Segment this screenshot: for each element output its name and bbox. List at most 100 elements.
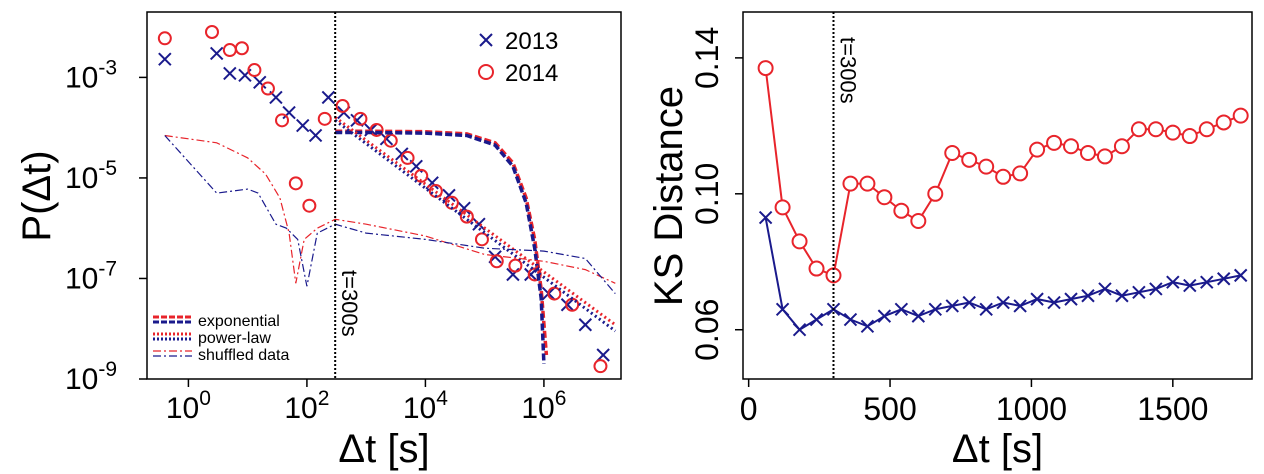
right-point-2014 [910, 212, 927, 229]
left-point-2013 [596, 348, 610, 362]
left-point-2014 [157, 31, 172, 46]
right-point-2013 [996, 295, 1010, 310]
left-x-tick-label: 102 [284, 387, 329, 425]
right-point-2013 [911, 309, 926, 323]
left-point-2014 [317, 111, 332, 126]
right-point-2014 [1232, 107, 1249, 124]
left-point-2013 [578, 318, 593, 332]
left-legend-years: 2013 2014 [478, 28, 558, 87]
right-point-2013 [1081, 289, 1095, 303]
left-y-tick-label: 10-3 [65, 56, 117, 94]
right-point-2014 [1215, 114, 1232, 131]
left-point-2014 [489, 254, 504, 269]
right-point-2014 [893, 202, 910, 219]
right-point-2014 [944, 145, 961, 162]
right-point-2014 [876, 189, 893, 206]
left-point-2014 [353, 111, 368, 126]
right-point-2014 [1079, 145, 1096, 162]
left-point-2013 [321, 90, 336, 105]
left-point-2014 [508, 258, 523, 273]
right-point-2014 [1046, 134, 1063, 151]
right-point-2013 [1132, 285, 1146, 300]
right-point-2013 [843, 312, 858, 327]
right-y-tick-label: 0.06 [689, 299, 725, 361]
left-plot-series [157, 25, 617, 374]
left-panel: 100 102 104 106 10-9 10-7 10-5 10-3 t=300s 2013… [15, 11, 622, 471]
right-point-2014 [1181, 128, 1198, 145]
left-line-exponential-fit-2014 [335, 129, 549, 356]
right-point-2014 [757, 60, 774, 77]
right-y-tick-label: 0.10 [689, 163, 725, 225]
right-x-tick-label: 1000 [996, 391, 1067, 427]
right-point-2013 [758, 210, 773, 225]
right-point-2014 [1147, 121, 1164, 138]
right-point-2013 [1047, 295, 1061, 310]
right-point-2013 [1217, 272, 1231, 286]
legend-label-dashdot: shuffled data [198, 347, 289, 364]
right-point-2014 [1130, 121, 1147, 138]
left-point-2014 [414, 168, 429, 183]
left-axis-ticks: 100 102 104 106 10-9 10-7 10-5 10-3 [65, 56, 566, 425]
left-point-2013 [296, 118, 310, 133]
left-point-2014 [335, 98, 350, 113]
right-point-2014 [1198, 121, 1215, 138]
right-axis-ticks: 0 500 1000 1500 0.06 0.10 0.14 [689, 27, 1208, 427]
left-point-2014 [204, 25, 219, 40]
left-y-tick-label: 10-7 [65, 257, 117, 295]
left-point-2013 [253, 75, 267, 89]
legend-label-dashed: exponential [198, 313, 280, 330]
right-point-2013 [1115, 289, 1129, 303]
left-point-2013 [282, 105, 296, 120]
right-point-2013 [877, 309, 892, 323]
left-point-2013 [472, 217, 486, 231]
left-y-tick-label: 10-9 [65, 358, 117, 396]
left-y-axis-label: P(Δt) [15, 150, 59, 241]
left-point-2014 [222, 43, 237, 58]
left-threshold-label: t=300s [337, 270, 362, 337]
legend-label-2014: 2014 [505, 60, 558, 87]
right-plot-series [757, 60, 1249, 337]
left-point-2013 [560, 298, 575, 312]
left-point-2014 [547, 286, 562, 301]
left-point-2013 [308, 128, 323, 143]
right-point-2014 [1113, 138, 1130, 155]
left-point-2014 [400, 150, 415, 165]
left-point-2014 [234, 41, 249, 56]
right-point-2013 [1166, 275, 1180, 289]
right-point-2014 [859, 175, 876, 192]
left-x-tick-label: 100 [166, 387, 211, 425]
right-panel: 0 500 1000 1500 0.06 0.10 0.14 t=300s Δt [s] K… [647, 11, 1253, 471]
right-y-tick-label: 0.14 [689, 27, 725, 89]
right-point-2013 [894, 302, 909, 317]
right-point-2013 [945, 299, 959, 313]
right-point-2013 [1149, 282, 1163, 296]
left-point-2014 [260, 81, 275, 96]
right-x-tick-label: 500 [863, 391, 916, 427]
left-point-2014 [302, 198, 317, 213]
left-line-power-law-fit-2014 [334, 116, 617, 327]
right-point-2014 [927, 185, 944, 202]
right-point-2014 [1164, 124, 1181, 141]
left-point-2014 [383, 133, 398, 148]
right-point-2013 [775, 302, 790, 317]
left-x-axis-label: Δt [s] [338, 427, 429, 471]
left-point-2014 [459, 209, 474, 224]
right-point-2014 [842, 175, 859, 192]
right-point-2013 [1200, 275, 1214, 289]
legend-label-dotted: power-law [198, 330, 271, 347]
right-point-2014 [961, 151, 978, 168]
left-line-shuffled-data-2013 [164, 135, 616, 294]
right-point-2013 [962, 295, 976, 310]
left-y-tick-label: 10-5 [65, 157, 117, 195]
right-point-2013 [1233, 268, 1248, 283]
right-point-2014 [1012, 165, 1029, 182]
right-point-2013 [1030, 292, 1044, 306]
right-plot-frame [742, 11, 1253, 380]
left-point-2013 [158, 52, 172, 66]
right-point-2014 [808, 260, 825, 277]
right-point-2013 [809, 312, 824, 327]
right-point-2013 [1013, 299, 1027, 313]
left-point-2013 [524, 267, 538, 282]
